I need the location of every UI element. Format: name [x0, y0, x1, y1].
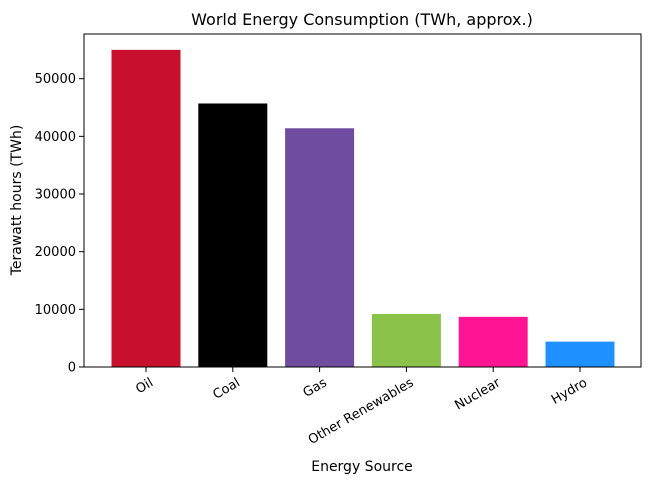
x-tick-label: Nuclear [452, 375, 503, 413]
bar-hydro [545, 341, 615, 367]
y-tick-label: 20000 [35, 245, 76, 260]
y-tick-label: 40000 [35, 130, 76, 145]
chart-title: World Energy Consumption (TWh, approx.) [191, 10, 533, 29]
plot-frame [83, 33, 642, 368]
y-axis-label: Terawatt hours (TWh) [9, 125, 25, 277]
bar-oil [111, 49, 181, 367]
y-tick-label: 30000 [35, 188, 76, 203]
plot-area [111, 49, 615, 367]
y-tick-label: 0 [68, 361, 76, 376]
bar-other-renewables [371, 313, 441, 367]
x-axis-label: Energy Source [311, 459, 413, 475]
x-tick-label: Oil [133, 375, 156, 397]
bar-gas [285, 128, 355, 367]
bar-nuclear [458, 316, 528, 367]
x-tick-label: Hydro [549, 375, 590, 407]
x-tick-label: Coal [211, 375, 243, 402]
y-tick-label: 50000 [35, 72, 76, 87]
x-tick-label: Gas [301, 375, 330, 401]
bar-coal [198, 103, 268, 367]
y-tick-label: 10000 [35, 303, 76, 318]
